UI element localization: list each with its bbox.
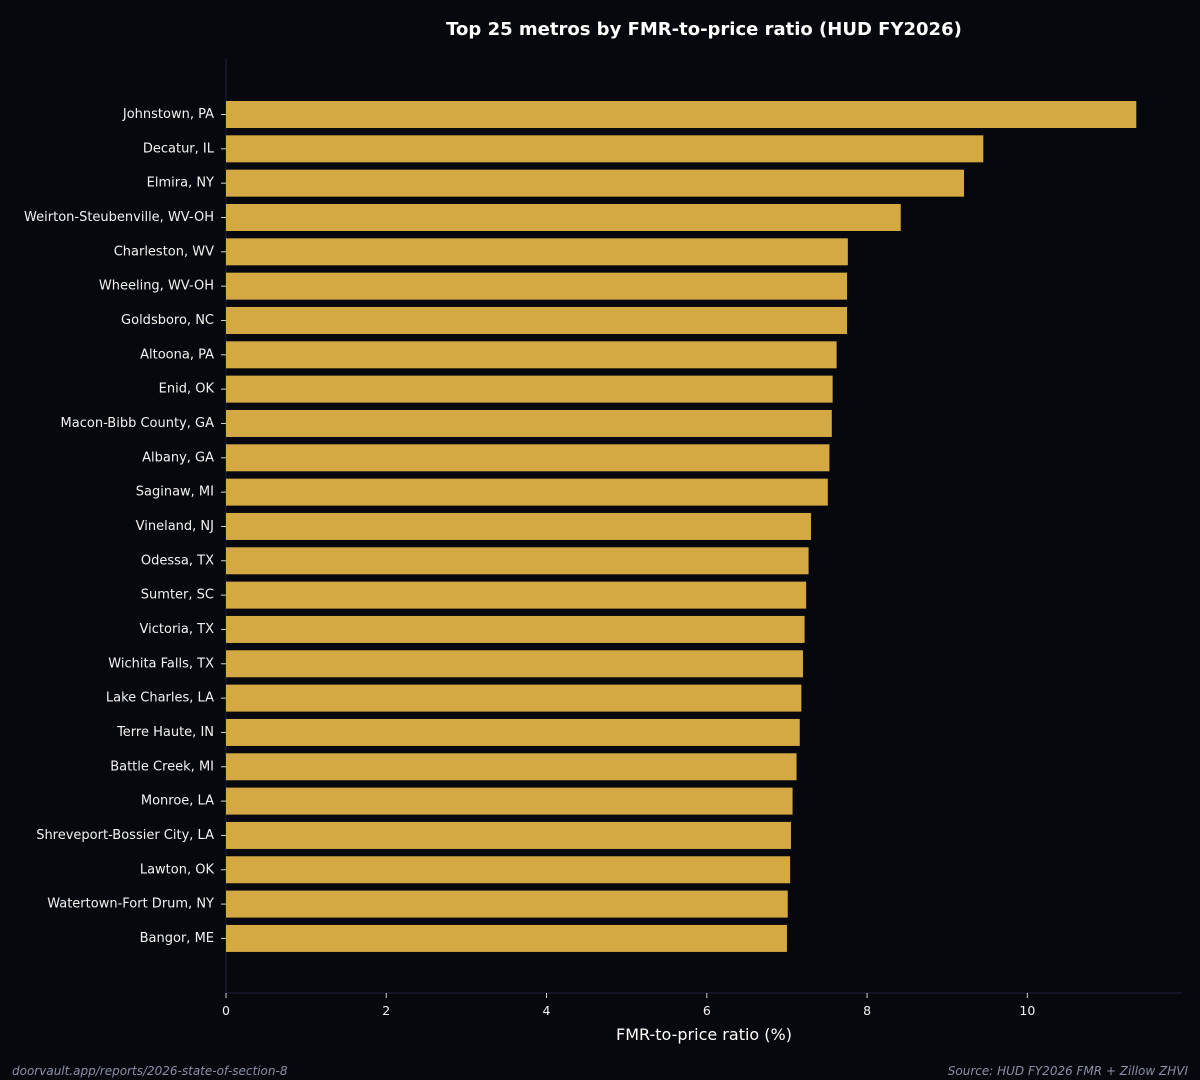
bar (226, 512, 811, 540)
bar (226, 547, 809, 575)
category-label: Bangor, ME (140, 931, 214, 946)
category-label: Saginaw, MI (136, 485, 214, 500)
bar (226, 306, 848, 334)
bar (226, 478, 828, 506)
category-label: Vineland, NJ (136, 519, 214, 534)
bar (226, 924, 787, 952)
chart-title: Top 25 metros by FMR-to-price ratio (HUD… (446, 19, 962, 40)
category-label: Wichita Falls, TX (108, 656, 214, 671)
plot-area: Johnstown, PA Decatur, IL Elmira, NY Weirto… (24, 58, 1182, 1018)
bar (226, 409, 832, 437)
footer-url: doorvault.app/reports/2026-state-of-sect… (12, 1064, 288, 1078)
category-label: Elmira, NY (147, 176, 214, 191)
bar (226, 272, 848, 300)
category-label: Enid, OK (159, 382, 215, 397)
category-label: Weirton-Steubenville, WV-OH (24, 210, 214, 225)
bar (226, 718, 800, 746)
x-tick-label: 10 (1019, 1003, 1035, 1018)
bar (226, 203, 901, 231)
category-label: Lake Charles, LA (106, 691, 214, 706)
bar (226, 787, 793, 815)
bar (226, 581, 807, 609)
bar (226, 375, 833, 403)
category-label: Goldsboro, NC (121, 313, 214, 328)
x-tick-label: 4 (543, 1003, 551, 1018)
bar (226, 135, 984, 163)
category-label: Albany, GA (142, 450, 214, 465)
category-label: Shreveport-Bossier City, LA (36, 828, 214, 843)
bar (226, 890, 788, 918)
bar (226, 341, 837, 369)
bar (226, 856, 791, 884)
category-label: Monroe, LA (141, 794, 214, 809)
bar (226, 615, 805, 643)
category-label: Decatur, IL (143, 141, 215, 156)
category-label: Terre Haute, IN (116, 725, 214, 740)
category-label: Victoria, TX (140, 622, 215, 637)
category-label: Wheeling, WV-OH (99, 279, 214, 294)
bar (226, 684, 802, 712)
bar (226, 821, 791, 849)
category-label: Charleston, WV (114, 244, 214, 259)
x-axis-label: FMR-to-price ratio (%) (616, 1025, 792, 1044)
footer-source: Source: HUD FY2026 FMR + Zillow ZHVI (948, 1064, 1189, 1078)
category-label: Sumter, SC (141, 588, 214, 603)
category-label: Johnstown, PA (122, 107, 214, 122)
bar (226, 444, 830, 472)
bar (226, 650, 803, 678)
bar (226, 238, 848, 266)
category-label: Odessa, TX (141, 553, 214, 568)
category-label: Altoona, PA (140, 347, 214, 362)
bar (226, 101, 1137, 128)
category-label: Watertown-Fort Drum, NY (47, 897, 214, 912)
category-label: Lawton, OK (140, 862, 215, 877)
x-tick-label: 2 (382, 1003, 390, 1018)
bar (226, 753, 797, 781)
x-tick-label: 6 (703, 1003, 711, 1018)
bar (226, 169, 965, 197)
x-tick-label: 8 (863, 1003, 871, 1018)
category-label: Macon-Bibb County, GA (61, 416, 215, 431)
category-label: Battle Creek, MI (110, 759, 214, 774)
x-tick-label: 0 (222, 1003, 230, 1018)
